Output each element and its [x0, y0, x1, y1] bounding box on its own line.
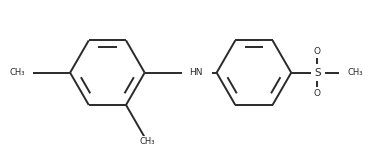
- Text: CH₃: CH₃: [10, 68, 25, 77]
- Text: CH₃: CH₃: [139, 137, 155, 146]
- Text: CH₃: CH₃: [347, 68, 363, 77]
- Text: S: S: [314, 68, 321, 78]
- Text: O: O: [314, 47, 321, 56]
- Text: O: O: [314, 89, 321, 98]
- Text: HN: HN: [189, 68, 203, 77]
